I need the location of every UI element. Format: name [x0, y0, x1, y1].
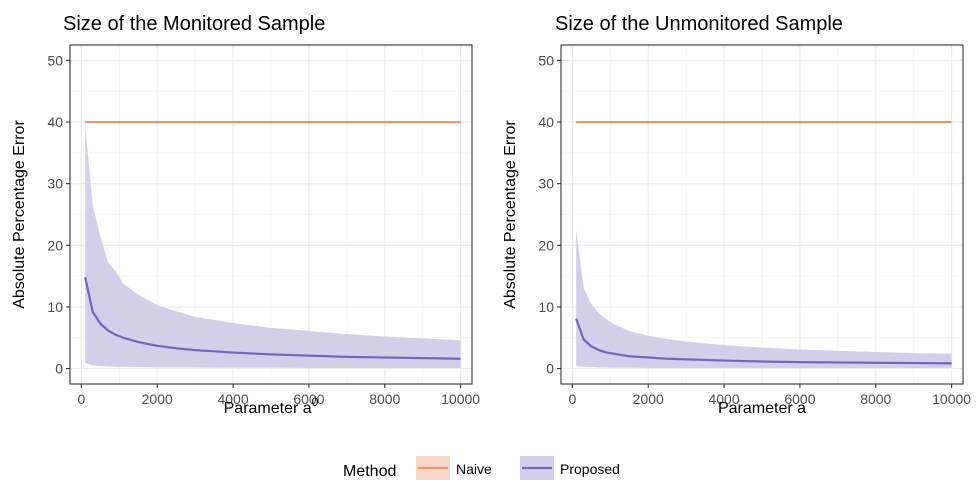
x-tick-label: 2000 — [142, 391, 173, 407]
x-tick-label: 8000 — [369, 391, 400, 407]
panel-title: Size of the Monitored Sample — [63, 13, 325, 35]
x-tick-label: 10000 — [932, 391, 971, 407]
x-tick-label: 10000 — [441, 391, 480, 407]
y-tick-label: 0 — [55, 361, 63, 377]
x-tick-label: 4000 — [217, 391, 248, 407]
y-axis-label: Absolute Percentage Error — [502, 120, 519, 309]
ribbon-proposed — [85, 125, 461, 368]
x-axis-label-superscript: 0 — [312, 395, 319, 409]
panel-2: Size of the Unmonitored Sample 0 10 20 30 40 5… — [502, 13, 971, 417]
y-tick-label: 20 — [47, 237, 63, 253]
y-tick-label: 10 — [538, 299, 554, 315]
y-tick-label: 50 — [47, 52, 63, 68]
panel-title: Size of the Unmonitored Sample — [555, 13, 843, 35]
legend-label: Naive — [456, 461, 492, 477]
x-axis-label: Parameter a0 — [224, 395, 319, 417]
y-tick-label: 40 — [538, 114, 554, 130]
y-axis-label: Absolute Percentage Error — [11, 120, 28, 309]
x-axis-label: Parameter a — [718, 400, 806, 417]
y-tick-label: 40 — [47, 114, 63, 130]
panel-1: Size of the Monitored Sample 0 10 20 30 40 50 0… — [11, 13, 480, 417]
x-tick-label: 0 — [77, 391, 85, 407]
legend: Method Naive Proposed — [343, 456, 620, 480]
legend-label: Proposed — [560, 461, 620, 477]
ribbon-proposed — [576, 229, 952, 368]
x-tick-label: 6000 — [293, 391, 324, 407]
x-tick-label: 0 — [568, 391, 576, 407]
legend-title: Method — [343, 463, 396, 480]
y-tick-label: 0 — [546, 361, 554, 377]
legend-item-proposed: Proposed — [520, 456, 620, 480]
series-line-proposed — [84, 277, 461, 360]
y-tick-label: 30 — [538, 176, 554, 192]
panel-border — [560, 44, 964, 385]
series-line-proposed — [575, 318, 952, 365]
y-tick-label: 20 — [538, 237, 554, 253]
x-tick-label: 2000 — [633, 391, 664, 407]
x-tick-label: 4000 — [708, 391, 739, 407]
y-tick-label: 50 — [538, 52, 554, 68]
x-tick-label: 6000 — [784, 391, 815, 407]
x-tick-label: 8000 — [860, 391, 891, 407]
legend-item-naive: Naive — [416, 456, 492, 480]
panel-border — [69, 44, 473, 385]
y-tick-label: 10 — [47, 299, 63, 315]
y-tick-label: 30 — [47, 176, 63, 192]
